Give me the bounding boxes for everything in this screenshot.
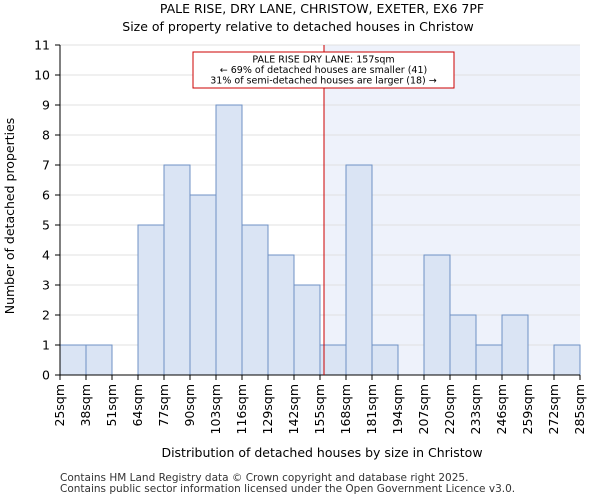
chart-subtitle: Size of property relative to detached ho… bbox=[122, 19, 473, 34]
x-tick-label: 207sqm bbox=[416, 384, 431, 434]
x-tick-label: 77sqm bbox=[156, 384, 171, 427]
annotation-line: ← 69% of detached houses are smaller (41… bbox=[220, 65, 427, 76]
x-tick-label: 194sqm bbox=[390, 384, 405, 434]
x-axis-label: Distribution of detached houses by size … bbox=[161, 445, 482, 460]
x-tick-label: 116sqm bbox=[234, 384, 249, 434]
x-tick-label: 90sqm bbox=[182, 384, 197, 427]
x-tick-label: 155sqm bbox=[312, 384, 327, 434]
bar bbox=[163, 164, 191, 376]
bar bbox=[475, 344, 503, 376]
footer-copyright: Contains HM Land Registry data © Crown c… bbox=[60, 472, 469, 484]
x-tick-label: 38sqm bbox=[78, 384, 93, 427]
y-tick-label: 5 bbox=[42, 218, 50, 233]
bar bbox=[345, 164, 373, 376]
footer-licence: Contains public sector information licen… bbox=[60, 483, 516, 495]
x-tick-label: 272sqm bbox=[546, 384, 561, 434]
y-tick-label: 7 bbox=[42, 158, 50, 173]
x-tick-label: 129sqm bbox=[260, 384, 275, 434]
bar bbox=[137, 224, 165, 376]
y-tick-label: 1 bbox=[42, 338, 50, 353]
y-tick-label: 2 bbox=[42, 308, 50, 323]
bar bbox=[371, 344, 399, 376]
bar bbox=[59, 344, 87, 376]
y-axis-label: Number of detached properties bbox=[2, 118, 17, 315]
x-tick-label: 181sqm bbox=[364, 384, 379, 434]
annotation-box bbox=[192, 51, 455, 89]
x-tick-label: 25sqm bbox=[52, 384, 67, 427]
y-tick-label: 11 bbox=[34, 38, 50, 53]
bar bbox=[85, 344, 113, 376]
bar bbox=[241, 224, 269, 376]
bar bbox=[449, 314, 477, 376]
chart-title: PALE RISE, DRY LANE, CHRISTOW, EXETER, E… bbox=[160, 1, 484, 16]
x-tick-label: 51sqm bbox=[104, 384, 119, 427]
plot-area: 0 1 2 3 4 5 6 7 8 9 10 11 25sqm 38sqm 51sqm 64sqm 77sqm 9… bbox=[34, 38, 587, 435]
bar bbox=[189, 194, 217, 376]
y-tick-label: 9 bbox=[42, 98, 50, 113]
bar bbox=[267, 254, 295, 376]
y-tick-label: 4 bbox=[42, 248, 50, 263]
bar bbox=[501, 314, 529, 376]
x-tick-label: 259sqm bbox=[520, 384, 535, 434]
annotation-line: 31% of semi-detached houses are larger (… bbox=[210, 76, 437, 87]
annotation-line: PALE RISE DRY LANE: 157sqm bbox=[252, 55, 394, 66]
y-tick-label: 6 bbox=[42, 188, 50, 203]
y-tick-label: 10 bbox=[34, 68, 50, 83]
x-tick-label: 233sqm bbox=[468, 384, 483, 434]
x-tick-label: 64sqm bbox=[130, 384, 145, 427]
y-tick-label: 8 bbox=[42, 128, 50, 143]
bar bbox=[293, 284, 321, 376]
x-tick-label: 168sqm bbox=[338, 384, 353, 434]
bar bbox=[215, 104, 243, 376]
x-tick-label: 246sqm bbox=[494, 384, 509, 434]
y-tick-label: 3 bbox=[42, 278, 50, 293]
x-tick-label: 285sqm bbox=[572, 384, 587, 434]
bar bbox=[423, 254, 451, 376]
x-tick-label: 220sqm bbox=[442, 384, 457, 434]
bar bbox=[553, 344, 581, 376]
x-tick-label: 103sqm bbox=[208, 384, 223, 434]
x-tick-label: 142sqm bbox=[286, 384, 301, 434]
y-tick-label: 0 bbox=[42, 368, 50, 383]
